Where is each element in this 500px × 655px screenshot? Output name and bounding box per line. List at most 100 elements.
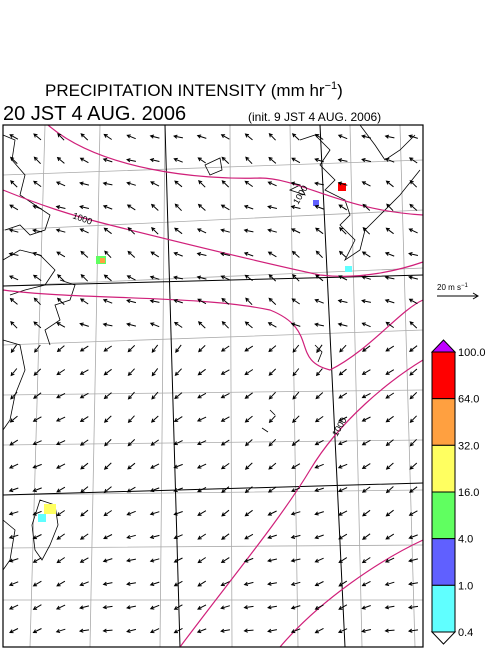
wind-arrow <box>220 134 230 140</box>
wind-arrow <box>32 510 42 516</box>
wind-arrow <box>267 510 277 516</box>
wind-arrow <box>55 181 66 187</box>
wind-arrow <box>339 344 347 353</box>
rain-cell <box>313 200 319 206</box>
wind-arrow <box>221 180 230 188</box>
wind-arrow <box>408 534 418 540</box>
wind-arrow <box>103 415 112 423</box>
wind-arrow <box>10 344 18 354</box>
wind-arrow <box>126 486 136 493</box>
wind-arrow <box>314 133 324 140</box>
wind-arrow <box>338 204 348 211</box>
wind-arrow <box>173 251 183 257</box>
wind-arrow <box>220 275 230 281</box>
isobars <box>2 124 424 648</box>
wind-arrow <box>315 392 324 400</box>
wind-arrow <box>149 581 160 586</box>
wind-arrow <box>173 416 183 422</box>
wind-arrow <box>292 274 300 282</box>
wind-arrow <box>267 322 277 328</box>
wind-arrow <box>79 416 89 422</box>
wind-arrow <box>196 134 207 139</box>
wind-arrow <box>56 486 66 493</box>
wind-arrow <box>33 133 42 141</box>
wind-arrow <box>102 558 113 563</box>
wind-arrow <box>56 557 65 564</box>
wind-arrow <box>80 274 89 282</box>
wind-arrow <box>104 250 112 259</box>
wind-arrow <box>268 462 277 470</box>
wind-arrow <box>243 204 254 210</box>
wind-arrow <box>385 439 394 447</box>
wind-arrow <box>174 227 183 235</box>
wind-arrow <box>8 252 19 257</box>
wind-vectors <box>8 133 419 634</box>
wind-arrow <box>150 251 160 258</box>
wind-arrow <box>244 486 253 494</box>
wind-arrow <box>338 557 348 563</box>
colorbar-label: 4.0 <box>458 534 473 546</box>
wind-arrow <box>150 463 160 469</box>
wind-arrow <box>79 181 90 186</box>
wind-arrow <box>220 605 230 610</box>
wind-arrow <box>292 368 300 377</box>
wind-arrow <box>149 134 160 139</box>
wind-arrow <box>196 275 207 280</box>
wind-arrow <box>244 415 253 423</box>
wind-arrow <box>197 392 207 399</box>
wind-arrow <box>173 321 183 328</box>
wind-arrow <box>408 157 418 164</box>
wind-arrow <box>243 557 254 563</box>
wind-arrow <box>409 392 418 400</box>
wind-arrow <box>103 534 113 540</box>
wind-arrow <box>384 628 395 633</box>
wind-arrow <box>361 557 371 564</box>
wind-arrow <box>291 298 300 305</box>
wind-arrow <box>149 604 160 610</box>
wind-arrow <box>173 275 184 280</box>
wind-arrow <box>197 604 207 610</box>
rain-cell <box>44 504 56 514</box>
wind-arrow <box>55 205 66 210</box>
wind-arrow <box>244 462 253 470</box>
wind-arrow <box>126 275 136 281</box>
wind-arrow <box>80 462 89 470</box>
wind-arrow <box>126 322 137 327</box>
wind-arrow <box>221 156 230 164</box>
wind-arrow <box>361 322 371 328</box>
wind-arrow <box>220 252 231 257</box>
wind-arrow <box>409 180 418 188</box>
wind-arrow <box>56 345 65 353</box>
wind-arrow <box>409 486 418 493</box>
wind-arrow <box>314 557 324 563</box>
wind-arrow <box>268 297 277 305</box>
wind-arrow <box>56 369 66 376</box>
wind-arrow <box>338 604 348 610</box>
wind-arrow <box>149 275 160 280</box>
wind-arrow <box>338 580 348 587</box>
wind-arrow <box>267 581 277 586</box>
wind-arrow <box>337 440 348 446</box>
wind-arrow <box>79 345 89 352</box>
wind-arrow <box>268 415 276 424</box>
wind-arrow <box>361 486 371 493</box>
wind-arrow <box>244 392 253 399</box>
wind-arrow <box>315 227 324 235</box>
wind-arrow <box>103 392 112 400</box>
wind-arrow <box>127 391 135 400</box>
wind-arrow <box>150 439 159 446</box>
wind-arrow <box>149 534 160 539</box>
colorbar-segment <box>431 491 456 540</box>
colorbar-segment <box>431 538 456 586</box>
wind-arrow <box>315 368 323 377</box>
wind-arrow <box>196 252 207 257</box>
wind-arrow <box>221 509 230 517</box>
wind-arrow <box>174 392 183 400</box>
wind-arrow <box>220 228 230 233</box>
wind-arrow <box>32 487 42 493</box>
wind-arrow <box>337 463 348 469</box>
wind-arrow <box>243 251 254 257</box>
wind-arrow <box>102 298 113 304</box>
wind-arrow <box>268 391 276 400</box>
wind-arrow <box>9 156 18 164</box>
